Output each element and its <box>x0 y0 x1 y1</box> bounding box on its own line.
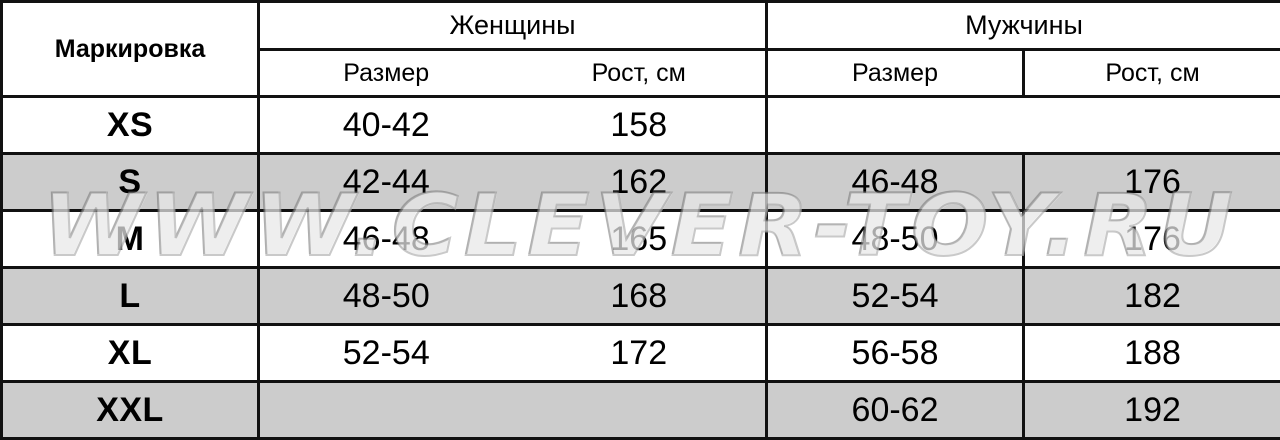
table-header: Маркировка Женщины Мужчины Размер Рост, … <box>0 0 1280 98</box>
cell-men-size: 60-62 <box>765 380 1026 440</box>
cell-women-size: 42-44 <box>342 162 430 201</box>
group-header-men: Мужчины <box>765 0 1280 51</box>
cell-women-size: 46-48 <box>342 219 430 258</box>
table-body: XS 40-42 158 S 42-44 162 <box>0 95 1280 440</box>
cell-women-values: 46-48 165 <box>256 209 769 269</box>
cell-marking: XXL <box>0 380 260 440</box>
cell-women-values: 48-50 168 <box>256 266 769 326</box>
header-row-groups: Маркировка Женщины Мужчины <box>0 0 1280 98</box>
cell-women-height: 162 <box>610 162 668 201</box>
cell-men-height: 176 <box>1022 209 1280 269</box>
column-header-marking: Маркировка <box>0 0 260 98</box>
cell-women-height: 158 <box>610 105 668 144</box>
cell-men-height: 192 <box>1022 380 1280 440</box>
subheader-women-combined: Размер Рост, см <box>256 48 769 98</box>
cell-marking: S <box>0 152 260 212</box>
table-row: XL 52-54 172 56-58 188 <box>0 323 1280 383</box>
cell-marking: M <box>0 209 260 269</box>
cell-men-height: 182 <box>1022 266 1280 326</box>
table-row: XS 40-42 158 <box>0 95 1280 155</box>
subheader-men-size: Размер <box>765 48 1026 98</box>
cell-men-size: 56-58 <box>765 323 1026 383</box>
cell-women-empty <box>256 380 769 440</box>
header-row-subcolumns: Размер Рост, см Размер Рост, см <box>2 48 1280 98</box>
subheader-women-size: Размер <box>343 58 430 87</box>
cell-women-size: 48-50 <box>342 276 430 315</box>
cell-women-values: 52-54 172 <box>256 323 769 383</box>
cell-men-size: 48-50 <box>765 209 1026 269</box>
table-row: XXL 60-62 192 <box>0 380 1280 440</box>
cell-women-values: 40-42 158 <box>256 95 769 155</box>
cell-women-size: 52-54 <box>342 333 430 372</box>
cell-women-height: 168 <box>610 276 668 315</box>
cell-women-size: 40-42 <box>342 105 430 144</box>
table-row: M 46-48 165 48-50 176 <box>0 209 1280 269</box>
cell-men-height: 188 <box>1022 323 1280 383</box>
table-row: L 48-50 168 52-54 182 <box>0 266 1280 326</box>
cell-men-size: 46-48 <box>765 152 1026 212</box>
group-header-women: Женщины <box>256 0 769 51</box>
cell-women-height: 165 <box>610 219 668 258</box>
cell-men-empty <box>765 95 1280 155</box>
cell-marking: XS <box>0 95 260 155</box>
cell-men-height: 176 <box>1022 152 1280 212</box>
table-row: S 42-44 162 46-48 176 <box>0 152 1280 212</box>
subheader-men-height: Рост, см <box>1022 48 1280 98</box>
subheader-women-height: Рост, см <box>591 58 686 87</box>
cell-marking: XL <box>0 323 260 383</box>
cell-women-height: 172 <box>610 333 668 372</box>
cell-men-size: 52-54 <box>765 266 1026 326</box>
cell-marking: L <box>0 266 260 326</box>
cell-women-values: 42-44 162 <box>256 152 769 212</box>
